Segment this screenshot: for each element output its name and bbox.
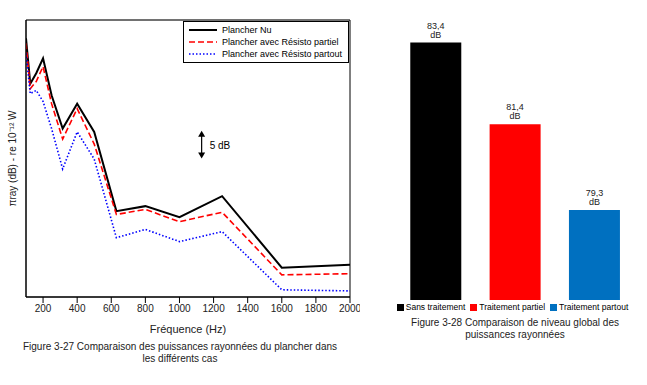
svg-text:1800: 1800 [305, 303, 328, 314]
svg-text:79,3dB: 79,3dB [586, 188, 604, 207]
html-text:Sans traitement: Sans traitement [405, 302, 466, 312]
svg-text:200: 200 [35, 303, 52, 314]
svg-text:1600: 1600 [271, 303, 294, 314]
svg-text:2000: 2000 [339, 303, 360, 314]
svg-text:Fréquence (Hz): Fréquence (Hz) [150, 323, 226, 335]
html-text:Traitement partout: Traitement partout [559, 302, 629, 312]
svg-text:5 dB: 5 dB [210, 140, 231, 151]
svg-text:1200: 1200 [202, 303, 225, 314]
svg-text:600: 600 [103, 303, 120, 314]
svg-text:πray (dB) - re 10⁻¹² W: πray (dB) - re 10⁻¹² W [8, 110, 18, 207]
svg-text:800: 800 [137, 303, 154, 314]
svg-text:81,4dB: 81,4dB [506, 102, 524, 121]
html-text:Figure 3-27 Comparaison des pu: Figure 3-27 Comparaison des puissances r… [23, 341, 337, 364]
svg-text:83,4dB: 83,4dB [427, 21, 445, 40]
html-text:Traitement partiel: Traitement partiel [479, 302, 546, 312]
html-text:Figure 3-28 Comparaison de niv: Figure 3-28 Comparaison de niveau global… [411, 317, 619, 340]
html-text:Plancher Nu: Plancher Nu [221, 25, 272, 35]
svg-text:1400: 1400 [237, 303, 260, 314]
html-text:Plancher avec Résisto partiel: Plancher avec Résisto partiel [221, 37, 339, 47]
svg-text:1000: 1000 [168, 303, 191, 314]
svg-text:400: 400 [69, 303, 86, 314]
html-text:Plancher avec Résisto partout: Plancher avec Résisto partout [221, 49, 342, 59]
